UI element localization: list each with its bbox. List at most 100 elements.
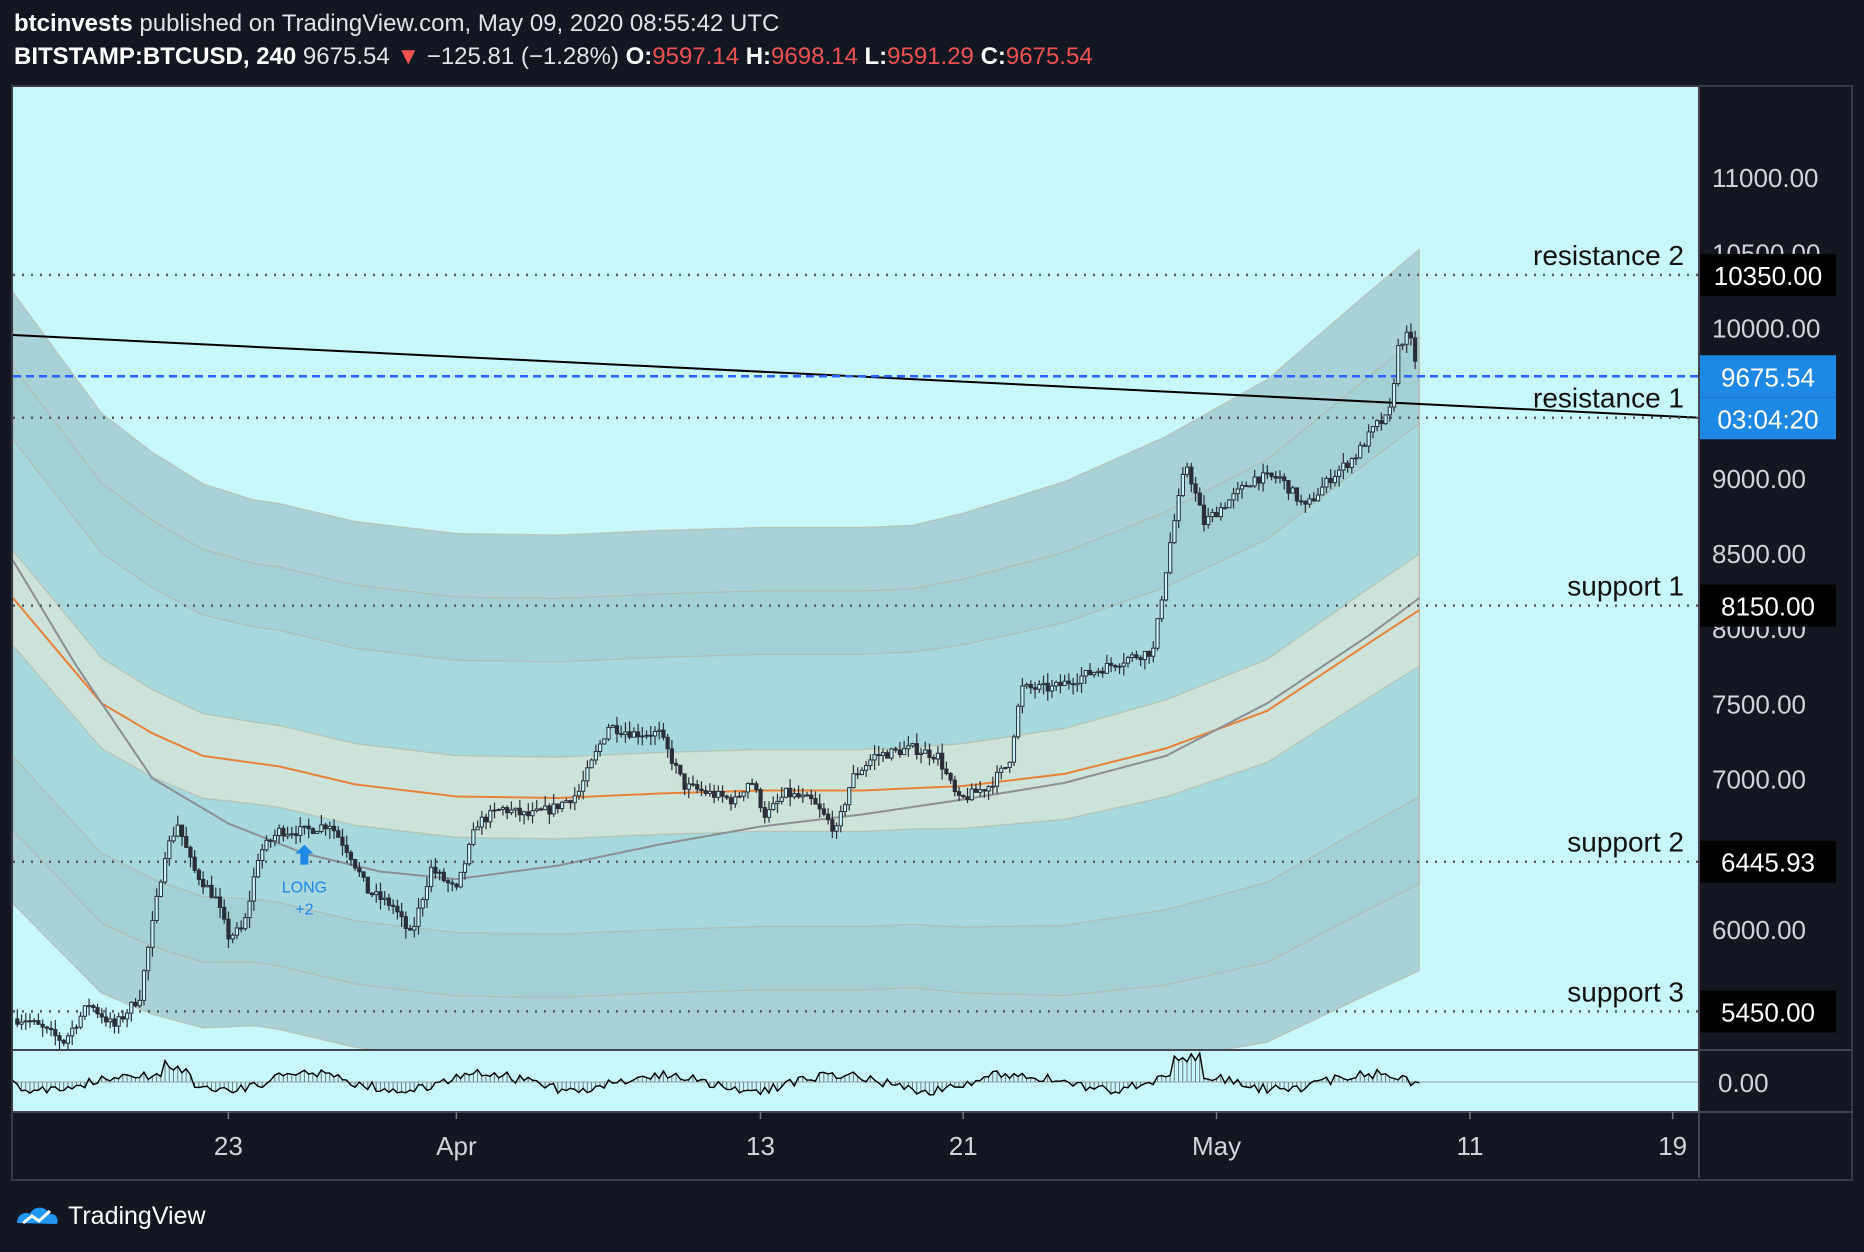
- tradingview-logo-icon[interactable]: [14, 1201, 60, 1231]
- candle-body: [703, 790, 708, 794]
- close-value: 9675.54: [1005, 43, 1093, 70]
- candle-body: [222, 906, 227, 920]
- candle-body: [538, 808, 544, 811]
- candle-body: [733, 796, 738, 805]
- candle-body: [331, 825, 337, 832]
- candle-body: [792, 793, 797, 798]
- candle-body: [940, 752, 945, 770]
- candle-body: [1045, 682, 1050, 692]
- candle-body: [1328, 477, 1333, 484]
- candle-body: [112, 1018, 117, 1027]
- candle-body: [902, 748, 907, 756]
- level-price-value: 10350.00: [1714, 261, 1822, 291]
- candle-body: [1037, 684, 1042, 690]
- candle-body: [543, 805, 548, 811]
- candle-body: [1362, 444, 1367, 447]
- candle-body: [1223, 507, 1228, 510]
- tradingview-logo-text[interactable]: TradingView: [68, 1201, 206, 1230]
- candle-body: [728, 797, 734, 805]
- high-value: 9698.14: [771, 43, 858, 70]
- candle-body: [707, 790, 712, 794]
- candle-body: [196, 869, 201, 880]
- candle-body: [471, 829, 476, 845]
- candle-body: [1024, 683, 1029, 687]
- candle-body: [847, 787, 852, 806]
- candle-body: [433, 866, 438, 874]
- candle-body: [458, 871, 463, 888]
- candle-body: [78, 1015, 83, 1028]
- candle-body: [327, 825, 332, 830]
- candle-body: [1121, 662, 1126, 667]
- candle-body: [652, 730, 658, 737]
- candle-body: [188, 846, 193, 858]
- candle-body: [23, 1020, 28, 1023]
- candle-body: [745, 782, 750, 793]
- candle-body: [357, 867, 362, 873]
- candle-body: [420, 899, 425, 909]
- candle-body: [260, 849, 265, 862]
- candle-body: [1214, 511, 1219, 518]
- candle-body: [1379, 420, 1384, 425]
- candle-body: [1189, 466, 1194, 485]
- candle-body: [302, 825, 307, 828]
- candle-body: [226, 918, 231, 940]
- candle-body: [340, 836, 345, 846]
- candle-body: [141, 970, 147, 1001]
- candle-body: [906, 745, 911, 750]
- candle-body: [986, 786, 991, 792]
- candle-body: [1375, 420, 1380, 428]
- candle-body: [521, 811, 527, 816]
- level-label-support-3: support 3: [1567, 976, 1684, 1007]
- candle-body: [741, 791, 746, 797]
- candle-body: [640, 735, 645, 738]
- candle-body: [614, 725, 620, 735]
- candle-body: [454, 883, 459, 888]
- candle-body: [918, 752, 924, 756]
- candle-body: [91, 1005, 96, 1009]
- candle-body: [766, 808, 772, 818]
- level-label-support-1: support 1: [1567, 571, 1684, 602]
- candle-body: [1066, 680, 1071, 685]
- candle-body: [648, 734, 653, 737]
- level-price-tag: [1700, 840, 1836, 883]
- candle-body: [872, 754, 877, 761]
- candle-body: [669, 748, 674, 764]
- candle-body: [167, 840, 172, 860]
- price-tick-label: 7500.00: [1712, 689, 1806, 719]
- low-value: 9591.29: [887, 43, 974, 70]
- candle-body: [103, 1016, 109, 1023]
- candle-body: [36, 1020, 41, 1025]
- symbol-label[interactable]: BITSTAMP:BTCUSD, 240: [14, 43, 297, 70]
- candle-body: [1256, 476, 1261, 484]
- oscillator-tick-label: 0.00: [1718, 1068, 1769, 1098]
- level-label-resistance-2: resistance 2: [1533, 240, 1684, 271]
- candle-body: [1210, 511, 1215, 518]
- candle-body: [412, 925, 417, 931]
- candle-body: [15, 1018, 20, 1025]
- high-label: H:: [745, 43, 772, 70]
- publisher-name[interactable]: btcinvests: [14, 10, 133, 37]
- time-tick-label: May: [1192, 1131, 1241, 1161]
- candle-body: [910, 743, 915, 747]
- candle-body: [441, 871, 446, 882]
- candle-body: [1332, 476, 1338, 484]
- candle-body: [674, 762, 679, 766]
- candle-body: [306, 825, 311, 830]
- open-value: 9597.14: [652, 43, 740, 70]
- candle-body: [994, 771, 1000, 787]
- candle-body: [897, 749, 903, 756]
- candle-body: [416, 907, 421, 927]
- candle-body: [95, 1007, 100, 1015]
- oscillator-line: [12, 1051, 1420, 1096]
- candle-body: [496, 808, 501, 811]
- candle-body: [1092, 671, 1097, 676]
- oscillator-pane[interactable]: [13, 1051, 1698, 1111]
- candle-body: [589, 759, 594, 769]
- candle-body: [1016, 705, 1021, 738]
- candle-body: [239, 927, 244, 930]
- candle-body: [137, 999, 142, 1007]
- candle-body: [1337, 469, 1342, 478]
- candle-body: [509, 809, 514, 814]
- candle-body: [1062, 680, 1067, 686]
